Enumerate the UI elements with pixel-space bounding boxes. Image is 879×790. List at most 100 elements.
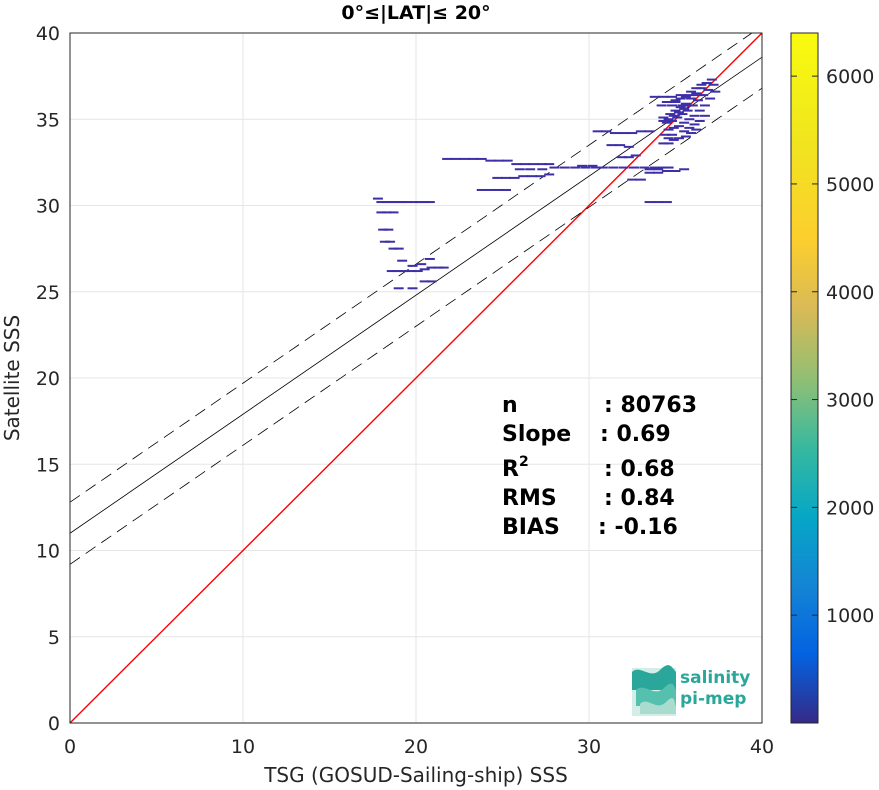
data-point — [668, 126, 679, 129]
data-point — [703, 88, 714, 91]
data-point — [372, 197, 383, 200]
data-point — [485, 159, 496, 162]
data-point — [679, 168, 690, 171]
data-point — [544, 163, 555, 166]
stat-r2-sup: 2 — [519, 454, 529, 470]
plot-frame — [69, 32, 763, 724]
data-point — [675, 97, 686, 100]
data-point — [378, 228, 389, 231]
data-point — [692, 94, 703, 97]
data-point — [398, 270, 409, 273]
data-point — [426, 280, 437, 283]
data-point — [414, 201, 425, 204]
confidence-line — [70, 87, 762, 565]
data-point — [500, 176, 511, 179]
data-point — [597, 166, 608, 169]
y-axis-title: Satellite SSS — [0, 315, 24, 441]
x-tick-label: 20 — [404, 736, 428, 758]
data-point — [381, 201, 392, 204]
colorbar-tick-label: 1000 — [826, 605, 874, 627]
reference-lines — [70, 33, 762, 723]
stats-box: n : 80763 Slope : 0.69 R2 : 0.68 RMS : 0… — [502, 393, 697, 540]
y-tick-label: 20 — [36, 368, 60, 390]
data-point — [407, 264, 418, 267]
data-point — [670, 99, 681, 102]
data-point — [701, 82, 712, 85]
data-point — [492, 176, 503, 179]
data-point — [424, 257, 435, 260]
data-point — [680, 95, 691, 98]
data-point — [391, 270, 402, 273]
data-point — [694, 109, 705, 112]
data-point — [670, 170, 681, 172]
data-point — [391, 201, 402, 204]
data-point — [679, 107, 690, 110]
data-point — [407, 287, 418, 290]
data-point — [502, 159, 513, 162]
data-point — [419, 280, 430, 283]
data-point — [684, 104, 695, 107]
data-point — [696, 87, 707, 90]
data-point — [511, 163, 522, 166]
data-point — [661, 201, 672, 204]
data-point — [663, 142, 674, 145]
data-point — [577, 164, 588, 167]
data-point — [649, 95, 660, 98]
data-point — [689, 123, 700, 126]
y-tick-label: 5 — [48, 627, 60, 649]
data-point — [476, 157, 487, 160]
data-point — [672, 116, 683, 119]
data-point — [580, 166, 591, 169]
data-point — [618, 132, 629, 135]
chart-title: 0°≤|LAT|≤ 20° — [341, 2, 490, 24]
data-point — [644, 171, 655, 174]
stat-rms-value: : 0.84 — [604, 486, 675, 511]
data-point — [667, 133, 678, 136]
data-point — [710, 90, 721, 93]
data-point — [689, 114, 700, 117]
stat-r2-letter: R — [502, 457, 519, 482]
data-point — [656, 104, 667, 107]
data-point — [525, 168, 536, 171]
stat-slope-value: : 0.69 — [600, 422, 671, 447]
data-point — [386, 201, 397, 204]
data-point — [388, 211, 399, 214]
data-point — [686, 97, 697, 100]
data-point — [663, 118, 674, 121]
data-point — [684, 118, 695, 121]
data-point — [653, 201, 664, 204]
y-tick-labels: 0 5 10 15 20 25 30 35 40 — [36, 23, 60, 735]
data-point — [570, 166, 581, 169]
stat-bias-value: : -0.16 — [598, 515, 678, 540]
stat-r2-value: : 0.68 — [604, 457, 675, 482]
data-point — [699, 114, 710, 117]
data-point — [386, 270, 397, 273]
data-point — [692, 99, 703, 102]
data-point — [433, 266, 444, 269]
data-point — [691, 128, 702, 131]
data-point — [606, 144, 617, 147]
data-point — [658, 95, 669, 98]
data-point — [559, 166, 570, 169]
data-point — [653, 168, 664, 171]
data-point — [680, 135, 691, 138]
data-point — [635, 178, 646, 181]
data-point — [592, 130, 603, 133]
data-point — [526, 175, 537, 178]
colorbar-tick-label: 6000 — [826, 66, 874, 88]
data-point — [438, 266, 449, 269]
data-point — [485, 188, 496, 191]
data-point — [623, 145, 634, 148]
data-point — [684, 126, 695, 129]
data-point — [705, 97, 716, 100]
data-point — [658, 116, 669, 119]
data-point — [706, 78, 717, 81]
data-point — [667, 119, 678, 122]
data-point — [426, 266, 437, 269]
data-point — [601, 130, 612, 133]
data-point — [616, 156, 627, 159]
data-point — [379, 240, 390, 243]
stat-slope-label: Slope — [502, 422, 571, 447]
data-point — [668, 114, 679, 117]
data-point — [615, 144, 626, 147]
